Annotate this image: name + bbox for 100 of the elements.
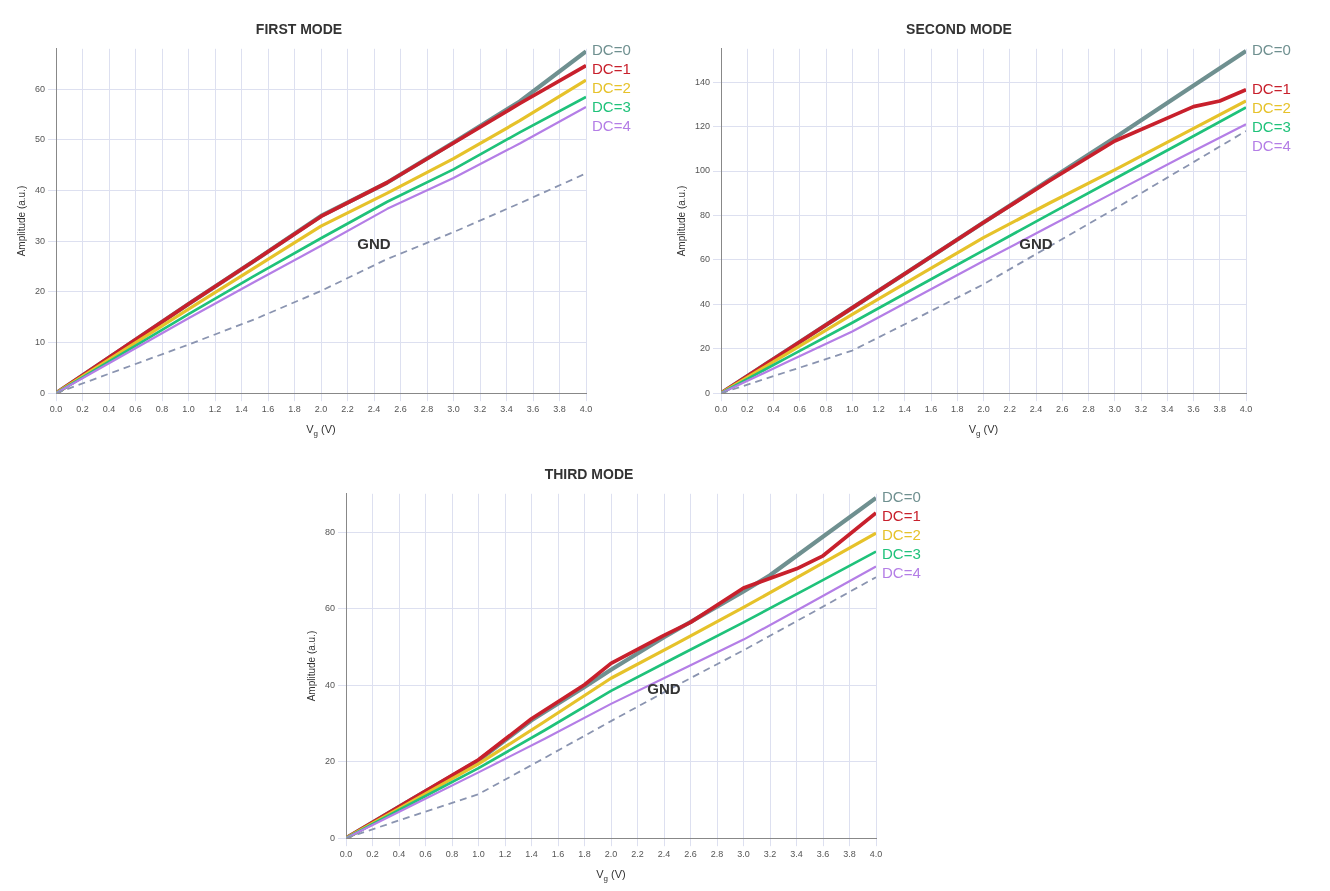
x-tick-label: 1.0 bbox=[472, 849, 485, 860]
x-tick-label: 0.0 bbox=[339, 849, 353, 860]
y-tick-label: 80 bbox=[700, 209, 711, 220]
y-tick-label: 0 bbox=[40, 387, 46, 398]
x-tick-label: 0.2 bbox=[76, 404, 89, 415]
x-tick-label: 1.8 bbox=[951, 404, 964, 415]
x-tick-label: 3.4 bbox=[500, 404, 513, 415]
x-tick-label: 0.8 bbox=[155, 404, 169, 415]
x-tick-label: 1.8 bbox=[288, 404, 301, 415]
x-tick-label: 3.6 bbox=[816, 849, 830, 860]
x-tick-label: 2.2 bbox=[1003, 404, 1017, 415]
series-label: DC=4 bbox=[1252, 136, 1291, 154]
x-tick-label: 2.2 bbox=[341, 404, 354, 415]
x-tick-label: 2.6 bbox=[394, 404, 407, 415]
chart-title: FIRST MODE bbox=[255, 21, 343, 38]
x-tick-label: 1.4 bbox=[898, 404, 912, 415]
x-tick-label: 1.6 bbox=[924, 404, 938, 415]
y-tick-label: 80 bbox=[325, 526, 336, 537]
y-tick-label: 0 bbox=[330, 832, 336, 843]
x-tick-label: 3.8 bbox=[1213, 404, 1227, 415]
x-tick-label: 0.0 bbox=[714, 404, 728, 415]
y-tick-label: 120 bbox=[694, 121, 711, 132]
x-tick-label: 3.8 bbox=[843, 849, 856, 860]
y-axis-title: Amplitude (a.u.) bbox=[305, 630, 317, 702]
y-axis-title: Amplitude (a.u.) bbox=[675, 185, 687, 257]
y-tick-label: 140 bbox=[694, 76, 711, 87]
x-tick-label: 0.4 bbox=[102, 404, 116, 415]
x-tick-label: 2.8 bbox=[710, 849, 724, 860]
x-tick-label: 3.2 bbox=[473, 404, 487, 415]
x-tick-label: 3.8 bbox=[553, 404, 566, 415]
x-tick-label: 0.2 bbox=[741, 404, 754, 415]
x-tick-label: 3.4 bbox=[790, 849, 803, 860]
series-label: DC=3 bbox=[592, 98, 631, 116]
series-label: DC=3 bbox=[882, 545, 921, 563]
x-tick-label: 4.0 bbox=[579, 404, 593, 415]
x-tick-label: 1.4 bbox=[235, 404, 248, 415]
y-tick-label: 60 bbox=[700, 254, 711, 265]
x-tick-label: 2.0 bbox=[314, 404, 328, 415]
x-tick-label: 1.8 bbox=[578, 849, 591, 860]
x-tick-label: 3.0 bbox=[447, 404, 460, 415]
x-tick-label: 0.4 bbox=[392, 849, 406, 860]
x-tick-label: 2.4 bbox=[367, 404, 381, 415]
x-tick-label: 0.2 bbox=[366, 849, 379, 860]
y-tick-label: 20 bbox=[700, 343, 711, 354]
x-tick-label: 3.0 bbox=[737, 849, 750, 860]
x-tick-label: 1.0 bbox=[182, 404, 195, 415]
x-tick-label: 0.0 bbox=[49, 404, 63, 415]
x-tick-label: 0.6 bbox=[129, 404, 142, 415]
y-tick-label: 40 bbox=[700, 298, 711, 309]
x-tick-label: 2.2 bbox=[631, 849, 644, 860]
y-tick-label: 60 bbox=[35, 83, 46, 94]
y-tick-label: 50 bbox=[35, 134, 46, 145]
series-label: DC=1 bbox=[592, 60, 631, 78]
x-tick-label: 3.6 bbox=[526, 404, 540, 415]
x-tick-label: 1.2 bbox=[498, 849, 512, 860]
series-label: DC=0 bbox=[882, 488, 921, 506]
series-label: DC=2 bbox=[882, 526, 921, 544]
x-tick-label: 1.4 bbox=[525, 849, 538, 860]
x-tick-label: 1.6 bbox=[551, 849, 565, 860]
annotation: GND bbox=[1019, 235, 1053, 253]
x-tick-label: 1.0 bbox=[846, 404, 859, 415]
y-tick-label: 30 bbox=[35, 235, 46, 246]
x-tick-label: 2.6 bbox=[1056, 404, 1069, 415]
annotation: GND bbox=[647, 680, 681, 698]
series-label: DC=4 bbox=[882, 564, 921, 582]
x-tick-label: 0.6 bbox=[419, 849, 432, 860]
y-axis-title: Amplitude (a.u.) bbox=[15, 185, 27, 257]
y-tick-label: 40 bbox=[35, 185, 46, 196]
series-label: DC=1 bbox=[1252, 79, 1291, 97]
x-tick-label: 0.8 bbox=[819, 404, 833, 415]
annotation: GND bbox=[357, 235, 391, 253]
x-tick-label: 3.2 bbox=[1134, 404, 1148, 415]
x-tick-label: 2.8 bbox=[1082, 404, 1095, 415]
series-label: DC=3 bbox=[1252, 117, 1291, 135]
x-tick-label: 2.4 bbox=[1029, 404, 1043, 415]
x-tick-label: 3.2 bbox=[763, 849, 777, 860]
x-tick-label: 1.6 bbox=[261, 404, 275, 415]
x-tick-label: 3.6 bbox=[1187, 404, 1200, 415]
series-label: DC=2 bbox=[592, 79, 631, 97]
series-label: DC=0 bbox=[592, 41, 631, 59]
x-tick-label: 2.4 bbox=[657, 849, 671, 860]
series-label: DC=1 bbox=[882, 507, 921, 525]
chart-title: SECOND MODE bbox=[906, 21, 1012, 38]
x-tick-label: 0.6 bbox=[793, 404, 807, 415]
y-tick-label: 0 bbox=[705, 387, 711, 398]
x-tick-label: 4.0 bbox=[869, 849, 883, 860]
x-tick-label: 0.4 bbox=[767, 404, 780, 415]
x-tick-label: 4.0 bbox=[1239, 404, 1253, 415]
y-tick-label: 100 bbox=[694, 165, 711, 176]
x-tick-label: 2.8 bbox=[420, 404, 434, 415]
x-tick-label: 1.2 bbox=[208, 404, 222, 415]
series-label: DC=2 bbox=[1252, 98, 1291, 116]
x-tick-label: 3.4 bbox=[1160, 404, 1174, 415]
y-tick-label: 20 bbox=[325, 756, 336, 767]
x-tick-label: 2.0 bbox=[604, 849, 618, 860]
x-tick-label: 2.0 bbox=[977, 404, 990, 415]
x-tick-label: 2.6 bbox=[684, 849, 697, 860]
y-tick-label: 60 bbox=[325, 603, 336, 614]
y-tick-label: 20 bbox=[35, 286, 46, 297]
y-tick-label: 40 bbox=[325, 679, 336, 690]
